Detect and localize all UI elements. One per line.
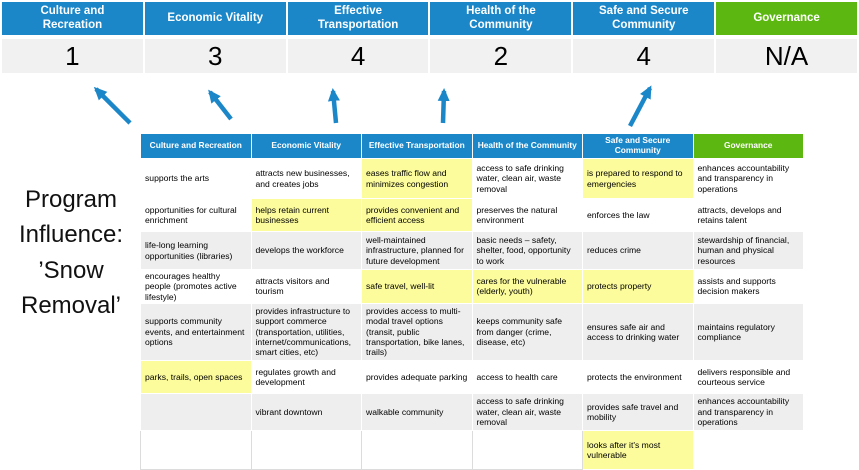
matrix-cell: parks, trails, open spaces	[140, 359, 252, 394]
priority-score-economic-vitality: 3	[144, 39, 286, 73]
matrix-cell: encourages healthy people (promotes acti…	[140, 269, 252, 304]
matrix-cell: access to health care	[471, 359, 583, 394]
matrix-header-health-of-the-community: Health of the Community	[471, 133, 583, 159]
priority-header-governance: Governance	[716, 2, 857, 35]
matrix-cell: ensures safe air and access to drinking …	[582, 302, 694, 361]
priority-header-health-of-the-community: Health of the Community	[430, 2, 572, 35]
matrix-cell: helps retain current businesses	[250, 198, 362, 232]
matrix-cell: provides adequate parking	[361, 359, 473, 394]
matrix-row: supports the arts attracts new businesses…	[140, 158, 804, 199]
matrix-cell	[361, 429, 473, 470]
matrix-cell: attracts new businesses, and creates job…	[250, 158, 362, 199]
up-arrow-icon	[327, 88, 340, 124]
matrix-cell: stewardship of financial, human and phys…	[692, 231, 804, 270]
matrix-cell: well-maintained infrastructure, planned …	[361, 231, 473, 270]
matrix-header-safe-and-secure-community: Safe and Secure Community	[582, 133, 694, 159]
matrix-row: opportunities for cultural enrichment hel…	[140, 198, 804, 232]
matrix-row: vibrant downtown walkable community access…	[140, 392, 804, 431]
priority-score-safe-and-secure-community: 4	[573, 39, 715, 73]
matrix-cell: access to safe drinking water, clean air…	[471, 158, 583, 199]
up-arrow-icon	[628, 85, 652, 128]
matrix-header-economic-vitality: Economic Vitality	[250, 133, 362, 159]
matrix-row: looks after it's most vulnerable	[140, 429, 804, 470]
matrix-cell: access to safe drinking water, clean air…	[471, 392, 583, 431]
matrix-cell: delivers responsible and courteous servi…	[692, 359, 804, 394]
priority-header-row: Culture and Recreation Economic Vitality E…	[2, 2, 857, 35]
matrix-cell	[250, 429, 362, 470]
priority-header-economic-vitality: Economic Vitality	[144, 2, 286, 35]
priority-score-culture-and-recreation: 1	[2, 39, 143, 73]
up-arrow-icon	[93, 86, 132, 125]
matrix-cell: walkable community	[361, 392, 473, 431]
matrix-cell: protects the environment	[582, 359, 694, 394]
priority-score-row: 1 3 4 2 4 N/A	[2, 39, 857, 73]
arrows-layer	[93, 85, 652, 128]
matrix-cell: safe travel, well-lit	[361, 269, 473, 304]
matrix-cell	[140, 429, 252, 470]
matrix-header-effective-transportation: Effective Transportation	[361, 133, 473, 159]
matrix-cell: provides safe travel and mobility	[582, 392, 694, 431]
matrix-cell: supports the arts	[140, 158, 252, 199]
matrix-cell: provides convenient and efficient access	[361, 198, 473, 232]
matrix-header-governance: Governance	[692, 133, 804, 159]
priority-header-culture-and-recreation: Culture and Recreation	[2, 2, 143, 35]
matrix-cell: maintains regulatory compliance	[692, 302, 804, 361]
matrix-cell: basic needs – safety, shelter, food, opp…	[471, 231, 583, 270]
matrix-cell: attracts visitors and tourism	[250, 269, 362, 304]
matrix-row: life-long learning opportunities (librar…	[140, 231, 804, 270]
matrix-cell: provides access to multi-modal travel op…	[361, 302, 473, 361]
matrix-cell	[471, 429, 583, 470]
matrix-cell: attracts, develops and retains talent	[692, 198, 804, 232]
matrix-cell: vibrant downtown	[250, 392, 362, 431]
priority-header-safe-and-secure-community: Safe and Secure Community	[573, 2, 715, 35]
influence-matrix: Culture and Recreation Economic Vitality E…	[140, 133, 804, 470]
priority-header-effective-transportation: Effective Transportation	[287, 2, 429, 35]
matrix-cell: reduces crime	[582, 231, 694, 270]
matrix-cell: keeps community safe from danger (crime,…	[471, 302, 583, 361]
up-arrow-icon	[208, 89, 233, 121]
up-arrow-icon	[437, 88, 450, 124]
matrix-cell: regulates growth and development	[250, 359, 362, 394]
matrix-cell	[140, 392, 252, 431]
program-influence-label: Program Influence: ’Snow Removal’	[18, 186, 124, 319]
matrix-cell: develops the workforce	[250, 231, 362, 270]
priority-score-governance: N/A	[716, 39, 857, 73]
matrix-row: supports community events, and entertain…	[140, 302, 804, 361]
matrix-cell: enhances accountability and transparency…	[692, 158, 804, 199]
matrix-cell: assists and supports decision makers	[692, 269, 804, 304]
matrix-cell	[692, 429, 804, 470]
matrix-cell: enforces the law	[582, 198, 694, 232]
matrix-cell: protects property	[582, 269, 694, 304]
matrix-cell: enhances accountability and transparency…	[692, 392, 804, 431]
matrix-header-culture-and-recreation: Culture and Recreation	[140, 133, 252, 159]
matrix-cell: preserves the natural environment	[471, 198, 583, 232]
matrix-cell: life-long learning opportunities (librar…	[140, 231, 252, 270]
priority-score-health-of-the-community: 2	[430, 39, 572, 73]
matrix-row: parks, trails, open spaces regulates grow…	[140, 359, 804, 394]
matrix-cell: supports community events, and entertain…	[140, 302, 252, 361]
matrix-cell: opportunities for cultural enrichment	[140, 198, 252, 232]
matrix-cell: eases traffic flow and minimizes congest…	[361, 158, 473, 199]
matrix-row: encourages healthy people (promotes acti…	[140, 269, 804, 304]
matrix-cell: provides infrastructure to support comme…	[250, 302, 362, 361]
matrix-cell: cares for the vulnerable (elderly, youth…	[471, 269, 583, 304]
matrix-cell: looks after it's most vulnerable	[582, 429, 694, 470]
matrix-cell: is prepared to respond to emergencies	[582, 158, 694, 199]
priority-score-effective-transportation: 4	[287, 39, 429, 73]
